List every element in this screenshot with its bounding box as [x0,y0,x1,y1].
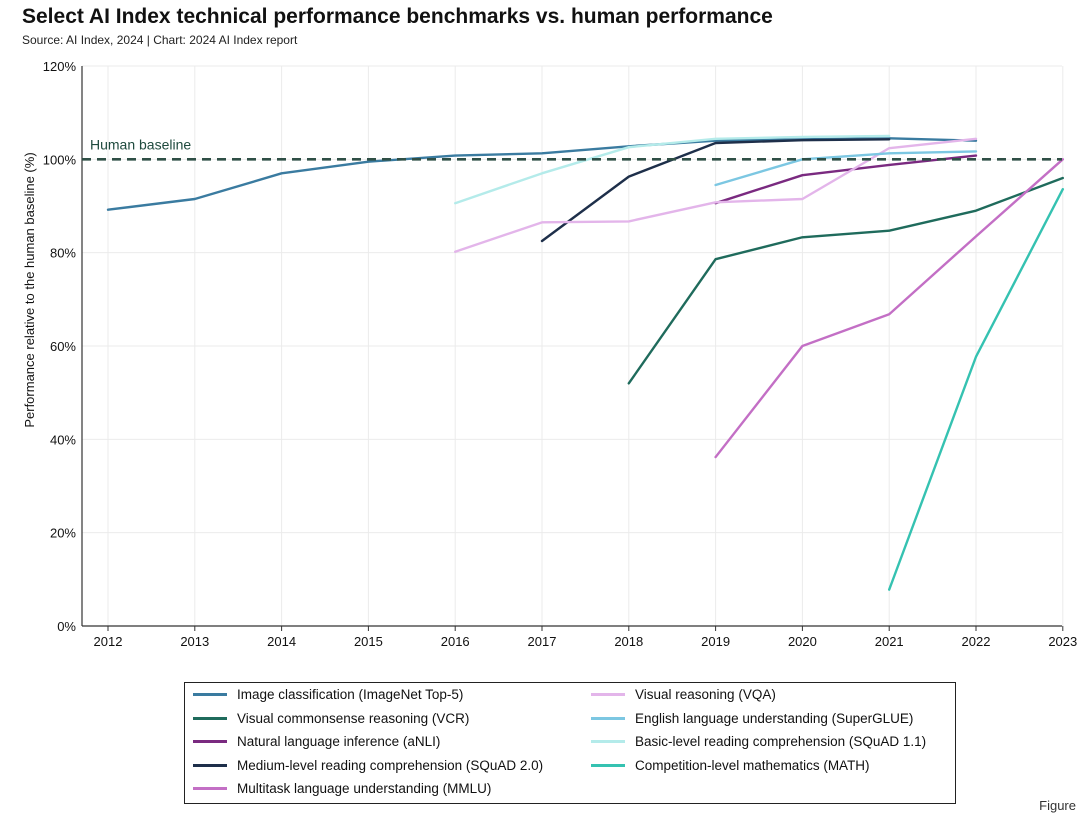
figure-label: Figure [1039,798,1076,813]
x-tick-label: 2013 [180,634,209,649]
legend-swatch [591,740,625,743]
legend-swatch [591,693,625,696]
series-line [714,158,1065,459]
human-baseline-label: Human baseline [90,136,191,152]
x-tick-label: 2023 [1048,634,1077,649]
y-axis-label: Performance relative to the human baseli… [22,152,37,427]
series-line [540,138,891,243]
y-tick-label: 80% [50,246,76,261]
legend-label: Competition-level mathematics (MATH) [635,757,870,773]
x-tick-label: 2022 [962,634,991,649]
x-tick-label: 2016 [441,634,470,649]
legend-swatch [193,716,227,720]
legend-label: Visual commonsense reasoning (VCR) [237,710,470,726]
x-tick-label: 2015 [354,634,383,649]
legend-label: Visual reasoning (VQA) [635,687,776,702]
legend-item: Competition-level mathematics (MATH) [591,758,870,773]
legend-item: Visual commonsense reasoning (VCR) [193,711,469,726]
legend-item: Natural language inference (aNLI) [193,734,440,749]
legend-swatch [193,740,227,743]
legend-item: Basic-level reading comprehension (SQuAD… [591,734,926,749]
series-line [714,150,978,187]
y-tick-label: 40% [50,432,76,447]
y-tick-label: 0% [57,619,76,634]
y-tick-label: 100% [43,152,77,167]
legend-label: Multitask language understanding (MMLU) [237,781,492,796]
chart-title: Select AI Index technical performance be… [22,5,773,28]
series-line [714,154,978,205]
legend-swatch [193,763,227,767]
x-tick-label: 2012 [94,634,123,649]
line-chart: 0% 20% 40% 60% 80% 100% 120% 2012 2013 2014 2015 20… [22,59,1077,649]
legend-swatch [591,716,625,720]
legend-item: Image classification (ImageNet Top-5) [193,687,463,702]
y-tick-label: 120% [43,59,77,74]
legend-item: Medium-level reading comprehension (SQuA… [193,758,543,773]
x-tick-label: 2019 [701,634,730,649]
x-tick-label: 2021 [875,634,904,649]
legend-label: Basic-level reading comprehension (SQuAD… [635,734,927,749]
legend-label: Medium-level reading comprehension (SQuA… [237,757,544,773]
series-line [627,176,1065,385]
legend-swatch [591,763,625,767]
x-tick-label: 2020 [788,634,817,649]
legend-label: English language understanding (SuperGLU… [635,710,914,726]
legend-swatch [193,787,227,790]
chart-subtitle: Source: AI Index, 2024 | Chart: 2024 AI … [22,33,298,47]
legend-swatch [193,693,227,696]
legend: Image classification (ImageNet Top-5) Vis… [184,682,956,804]
series-line [454,134,891,205]
legend-item: Multitask language understanding (MMLU) [193,781,491,796]
y-tick-label: 60% [50,339,76,354]
legend-item: Visual reasoning (VQA) [591,687,776,702]
legend-label: Image classification (ImageNet Top-5) [237,687,464,702]
legend-label: Natural language inference (aNLI) [237,734,441,749]
x-tick-label: 2018 [614,634,643,649]
x-tick-label: 2014 [267,634,296,649]
legend-item: English language understanding (SuperGLU… [591,711,913,726]
y-tick-label: 20% [50,526,76,541]
x-tick-label: 2017 [528,634,557,649]
series-line [454,137,978,253]
series-line [888,187,1065,591]
